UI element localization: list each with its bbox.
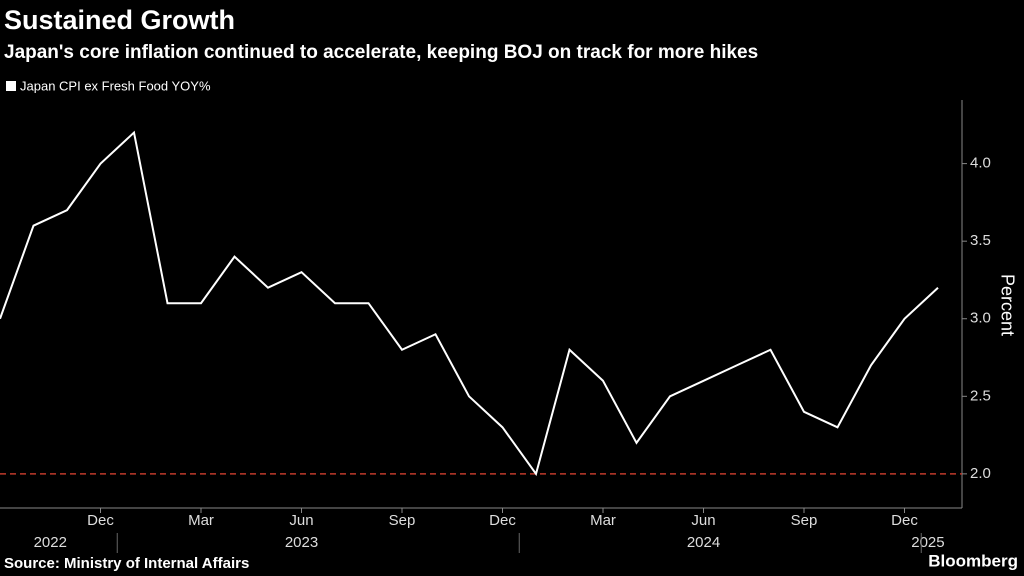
y-tick-label: 3.5 [970, 232, 991, 249]
year-label: 2024 [687, 534, 720, 551]
year-label: 2023 [285, 534, 318, 551]
y-tick-label: 3.0 [970, 310, 991, 327]
x-tick-label: Sep [389, 512, 416, 529]
chart-title: Sustained Growth [4, 5, 235, 35]
legend-label: Japan CPI ex Fresh Food YOY% [20, 78, 211, 93]
x-tick-label: Dec [891, 512, 918, 529]
x-tick-label: Sep [791, 512, 818, 529]
y-tick-label: 2.5 [970, 387, 991, 404]
x-tick-label: Jun [691, 512, 715, 529]
x-tick-label: Mar [590, 512, 616, 529]
y-tick-label: 4.0 [970, 155, 991, 172]
chart-subtitle: Japan's core inflation continued to acce… [4, 42, 758, 63]
year-label: 2022 [34, 534, 67, 551]
line-series [0, 130, 939, 477]
y-axis-label: Percent [997, 274, 1017, 336]
year-label: 2025 [911, 534, 944, 551]
source: Source: Ministry of Internal Affairs [4, 555, 249, 572]
y-tick-label: 2.0 [970, 465, 991, 482]
brand: Bloomberg [928, 551, 1018, 570]
x-tick-label: Dec [87, 512, 114, 529]
legend-swatch [6, 81, 16, 91]
x-tick-label: Dec [489, 512, 516, 529]
x-tick-label: Mar [188, 512, 214, 529]
x-tick-label: Jun [289, 512, 313, 529]
